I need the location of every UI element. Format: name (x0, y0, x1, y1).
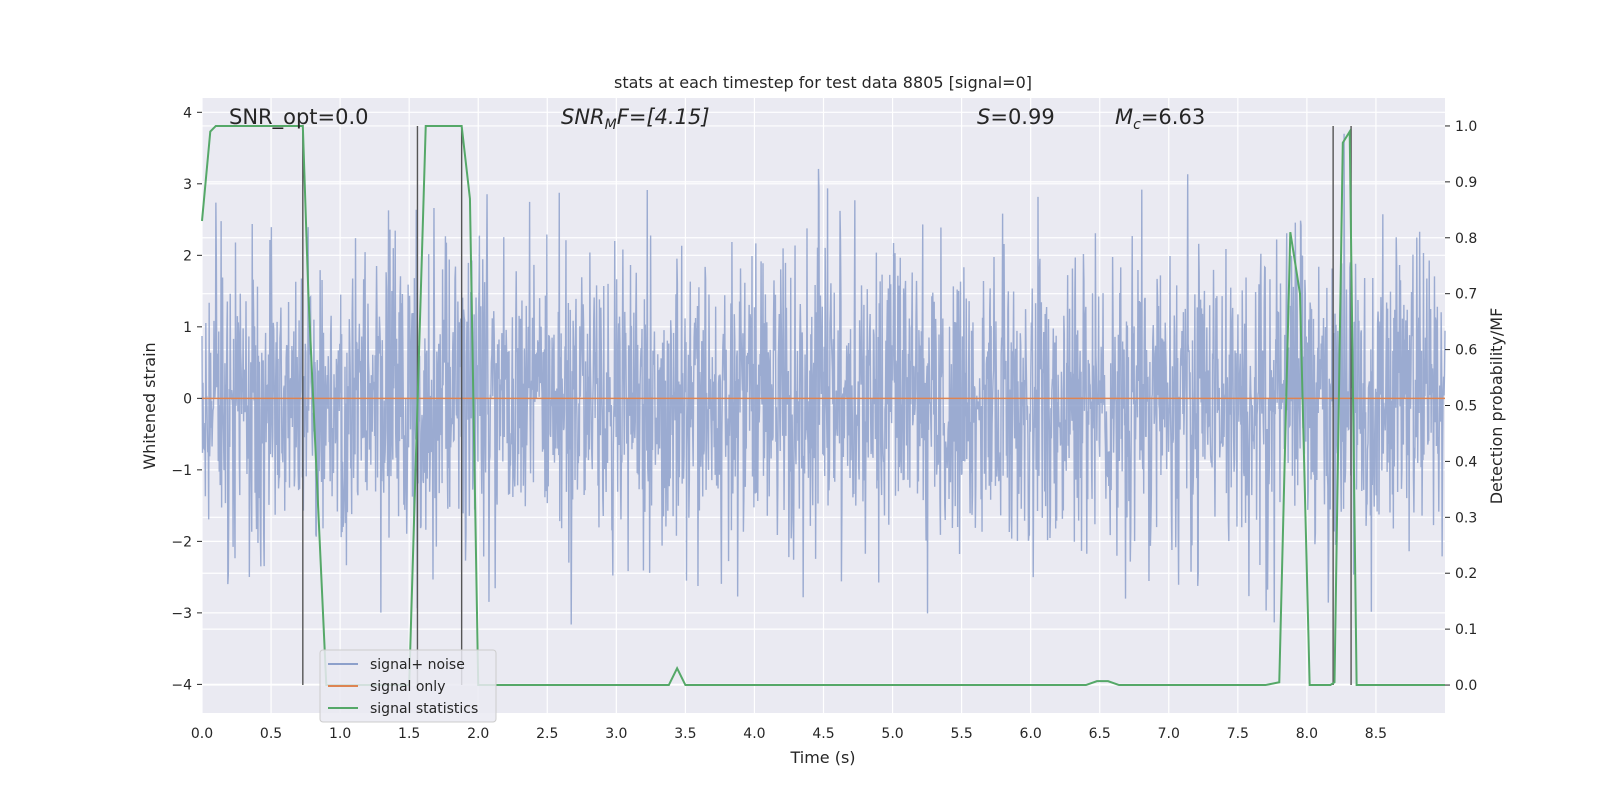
x-axis-label: Time (s) (789, 748, 855, 767)
left-y-tick-label: −1 (171, 463, 192, 479)
left-y-tick-label: 3 (183, 177, 192, 193)
x-tick-label: 2.0 (467, 726, 489, 742)
legend-box (319, 649, 497, 723)
right-y-axis-label: Detection probability/MF (1487, 308, 1506, 505)
x-tick-label: 3.0 (605, 726, 627, 742)
x-tick-label: 4.0 (743, 726, 765, 742)
right-y-tick-label: 0.3 (1455, 510, 1477, 526)
right-y-tick-label: 0.7 (1455, 287, 1477, 303)
x-tick-label: 7.0 (1158, 726, 1180, 742)
annotation-s: S=0.99 (977, 105, 1055, 129)
x-tick-label: 5.0 (881, 726, 903, 742)
x-tick-label: 8.5 (1365, 726, 1387, 742)
legend-label-signal-statistics: signal statistics (370, 701, 478, 717)
right-y-tick-labels: 0.0 0.1 0.2 0.3 0.4 0.5 0.6 0.7 0.8 0.9 1.0 (1445, 119, 1477, 694)
x-tick-label: 6.0 (1020, 726, 1042, 742)
x-tick-labels: 0.0 0.5 1.0 1.5 2.0 2.5 3.0 3.5 4.0 4.5 5.0 5.5 6.0 6… (191, 726, 1387, 742)
left-y-tick-label: −2 (171, 534, 192, 550)
legend: signal+ noise signal only signal statist… (319, 649, 497, 723)
right-y-tick-label: 0.2 (1455, 566, 1477, 582)
right-y-tick-label: 1.0 (1455, 119, 1477, 135)
signal-noise-line (201, 133, 1446, 625)
annotation-snr-mf: SNRMF=[4.15] (561, 105, 710, 133)
left-y-tick-labels: −4 −3 −2 −1 0 1 2 3 4 (171, 105, 202, 693)
annotation-mc: Mc=6.63 (1115, 105, 1205, 133)
x-tick-label: 7.5 (1227, 726, 1249, 742)
x-tick-label: 8.0 (1296, 726, 1318, 742)
left-y-tick-label: 0 (183, 391, 192, 407)
left-y-tick-label: −4 (171, 677, 192, 693)
x-tick-label: 5.5 (950, 726, 972, 742)
left-y-tick-label: 2 (183, 248, 192, 264)
annotation-snr-opt: SNR_opt=0.0 (229, 105, 369, 130)
right-y-tick-label: 0.5 (1455, 399, 1477, 415)
x-tick-label: 2.5 (536, 726, 558, 742)
x-tick-label: 6.5 (1089, 726, 1111, 742)
x-tick-label: 0.0 (191, 726, 213, 742)
x-tick-label: 1.0 (329, 726, 351, 742)
signal-noise-series (201, 133, 1446, 625)
legend-label-signal-only: signal only (370, 679, 445, 695)
left-y-tick-label: 4 (183, 105, 192, 121)
x-tick-label: 1.5 (398, 726, 420, 742)
right-y-tick-label: 0.8 (1455, 231, 1477, 247)
chart-title: stats at each timestep for test data 880… (614, 73, 1032, 92)
left-y-tick-label: 1 (183, 320, 192, 336)
x-tick-label: 3.5 (674, 726, 696, 742)
x-tick-label: 0.5 (260, 726, 282, 742)
right-y-tick-label: 0.4 (1455, 454, 1477, 470)
x-tick-label: 4.5 (812, 726, 834, 742)
right-y-tick-label: 0.9 (1455, 175, 1477, 191)
left-y-axis-label: Whitened strain (140, 342, 159, 469)
signal-statistics-line (201, 124, 1445, 687)
legend-label-signal-noise: signal+ noise (370, 657, 465, 673)
right-y-tick-label: 0.0 (1455, 678, 1477, 694)
left-y-tick-label: −3 (171, 606, 192, 622)
signal-statistics-series (201, 124, 1445, 687)
right-y-tick-label: 0.1 (1455, 622, 1477, 638)
right-y-tick-label: 0.6 (1455, 343, 1477, 359)
